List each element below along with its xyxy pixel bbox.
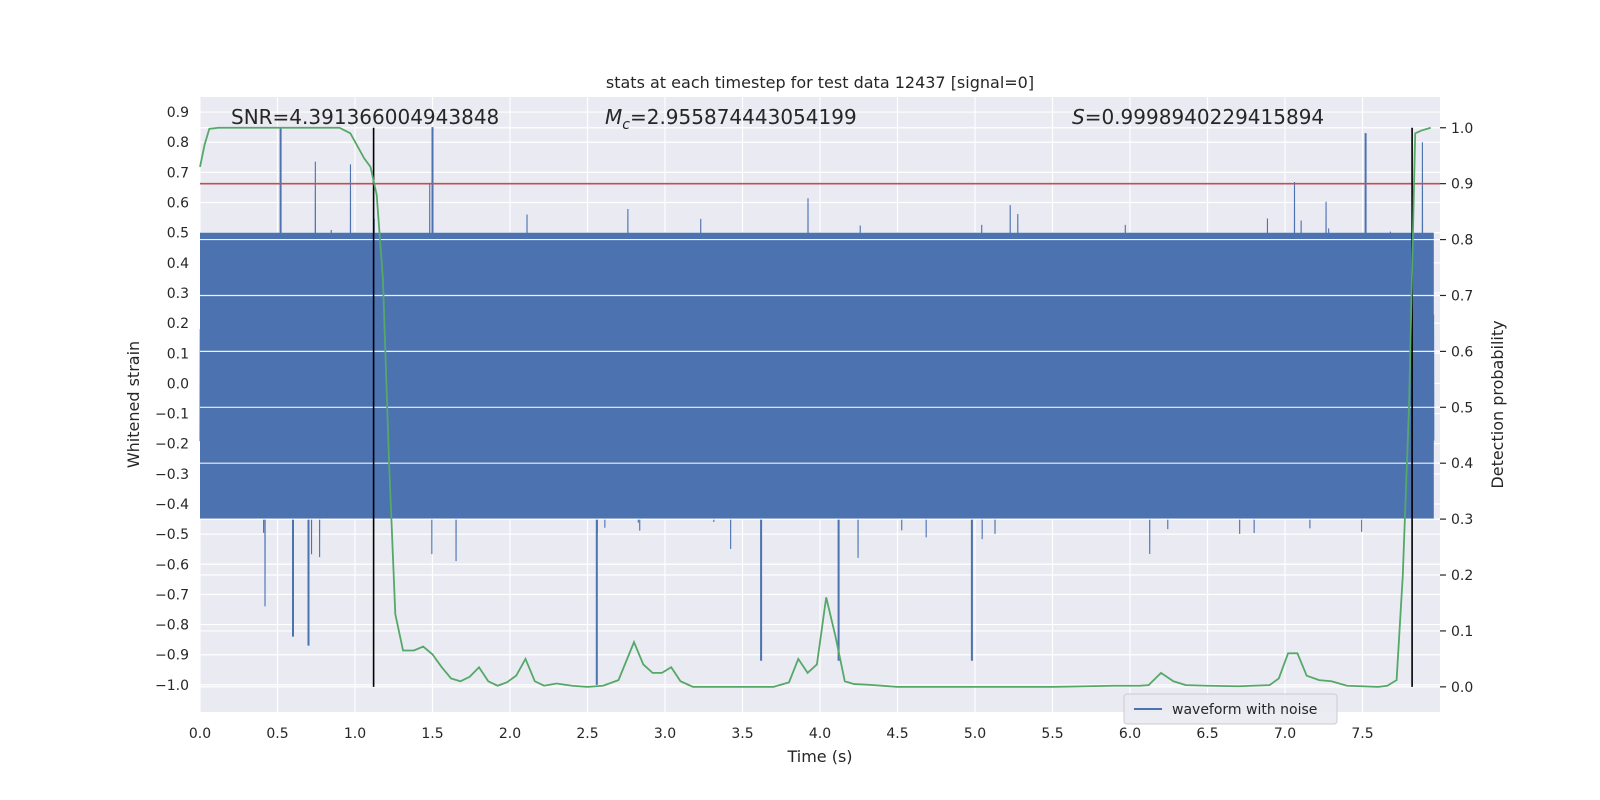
y-right-tick-label: 0.9 (1451, 177, 1473, 193)
s-annotation: S=0.9998940229415894 (1072, 105, 1324, 129)
x-tick-label: 7.5 (1351, 726, 1373, 742)
y-tick-label: −0.8 (155, 618, 189, 634)
legend: waveform with noise (1123, 693, 1338, 725)
annotations: SNR=4.391366004943848 Mc=2.9558744430541… (231, 105, 1324, 133)
y-tick-label: 0.0 (167, 376, 189, 392)
y-right-tick-label: 0.1 (1451, 624, 1473, 640)
y-tick-label: −0.9 (155, 648, 189, 664)
y-right-axis-label: Detection probability (1488, 320, 1507, 488)
x-tick-label: 0.0 (189, 726, 211, 742)
y-tick-label: 0.6 (167, 196, 189, 212)
x-tick-label: 2.0 (499, 726, 521, 742)
y-right-tick-label: 0.6 (1451, 344, 1473, 360)
snr-annotation: SNR=4.391366004943848 (231, 105, 499, 129)
x-axis-label: Time (s) (786, 747, 852, 766)
y-tick-label: 0.9 (167, 105, 189, 121)
x-tick-label: 7.0 (1274, 726, 1296, 742)
probability-line (199, 126, 1431, 688)
x-tick-label: 1.0 (344, 726, 366, 742)
y-right-tick-label: 0.4 (1451, 456, 1473, 472)
y-tick-label: −0.1 (155, 407, 189, 423)
y-right-tick-label: 0.7 (1451, 288, 1473, 304)
waveform-core (200, 232, 1434, 520)
y-tick-label: 0.3 (167, 286, 189, 302)
y-tick-label: 0.7 (167, 165, 189, 181)
y-axis-ticks: 0.9 0.8 0.7 0.6 0.5 0.4 0.3 0.2 0.1 0.0 −0.1 −0.2 −0… (155, 105, 189, 694)
y-tick-label: 0.4 (167, 256, 189, 272)
y-tick-label: 0.8 (167, 135, 189, 151)
x-tick-label: 4.5 (886, 726, 908, 742)
y-tick-label: −0.7 (155, 587, 189, 603)
chart-title: stats at each timestep for test data 124… (606, 73, 1034, 92)
x-axis-ticks: 0.0 0.5 1.0 1.5 2.0 2.5 3.0 3.5 4.0 4.5 5.0 5.5 6.0 6… (189, 726, 1374, 742)
y-right-tick-label: 0.0 (1451, 680, 1473, 696)
x-tick-label: 4.0 (809, 726, 831, 742)
x-tick-label: 3.5 (731, 726, 753, 742)
y-tick-label: 0.2 (167, 316, 189, 332)
y-right-tick-label: 0.5 (1451, 400, 1473, 416)
y-right-tick-label: 0.2 (1451, 568, 1473, 584)
x-tick-label: 0.5 (266, 726, 288, 742)
waveform-series (199, 127, 1440, 685)
y-tick-label: −0.3 (155, 467, 189, 483)
legend-box (1123, 693, 1338, 725)
y-tick-label: −0.6 (155, 557, 189, 573)
x-tick-label: 3.0 (654, 726, 676, 742)
x-tick-label: 6.5 (1196, 726, 1218, 742)
y-right-tick-label: 1.0 (1451, 121, 1473, 137)
y-tick-label: 0.5 (167, 226, 189, 242)
x-tick-label: 5.0 (964, 726, 986, 742)
x-tick-label: 2.5 (576, 726, 598, 742)
y-tick-label: −0.4 (155, 497, 189, 513)
legend-label: waveform with noise (1172, 702, 1317, 718)
y-axis-label: Whitened strain (124, 341, 143, 468)
y-right-tick-label: 0.3 (1451, 512, 1473, 528)
boundary-lines (372, 127, 1413, 687)
y-tick-label: 0.1 (167, 346, 189, 362)
y-tick-label: −0.2 (155, 437, 189, 453)
x-tick-label: 1.5 (421, 726, 443, 742)
y-tick-label: −0.5 (155, 527, 189, 543)
mc-annotation: Mc=2.955874443054199 (605, 105, 857, 133)
y-right-axis-ticks: 1.0 0.9 0.8 0.7 0.6 0.5 0.4 0.3 0.2 0.1 0.0 (1440, 121, 1473, 696)
y-right-tick-label: 0.8 (1451, 233, 1473, 249)
x-tick-label: 6.0 (1119, 726, 1141, 742)
x-tick-label: 5.5 (1041, 726, 1063, 742)
y-tick-label: −1.0 (155, 678, 189, 694)
